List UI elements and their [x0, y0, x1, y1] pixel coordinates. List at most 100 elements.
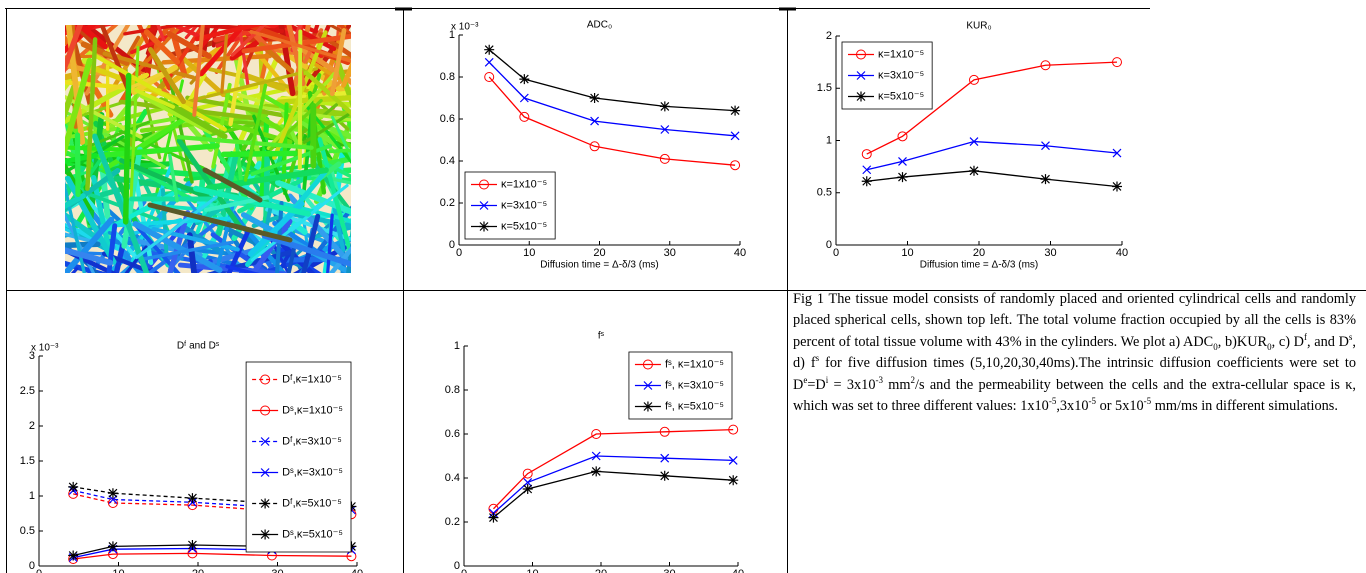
marker-cross [728, 455, 738, 465]
caption-text: , and D [1306, 333, 1349, 350]
marker [260, 437, 270, 446]
caption-text: = 3x10 [828, 376, 876, 393]
cylinder [330, 115, 351, 161]
series-line [866, 61, 1118, 155]
cylinder [241, 33, 351, 54]
marker-cross [730, 131, 740, 141]
cylinder [339, 271, 351, 273]
marker-cross [898, 156, 907, 166]
x-tick-label: 20 [593, 247, 605, 259]
marker [107, 488, 118, 499]
caption-text: , c) D [1271, 333, 1304, 350]
marker [107, 498, 118, 508]
cylinder [243, 83, 268, 182]
marker [856, 71, 866, 80]
cylinder [90, 174, 112, 254]
marker [730, 105, 741, 116]
cylinder [119, 158, 218, 203]
y-tick-label: 0 [29, 560, 35, 572]
legend: κ=1x10⁻⁵ κ=3x10⁻⁵ κ=5x10⁻⁵ [464, 171, 556, 240]
legend-label: κ=1x10⁻⁵ [878, 48, 924, 60]
legend-label: Dᶠ,κ=5x10⁻⁵ [282, 497, 342, 509]
cylinder [322, 71, 351, 96]
marker [68, 481, 79, 492]
marker-plus [68, 481, 79, 492]
marker [642, 401, 653, 412]
y-tick-label: 1 [29, 490, 35, 502]
y-tick-label: 1 [449, 29, 455, 41]
marker-plus [861, 176, 872, 187]
caption-sub: 0 [1267, 341, 1272, 352]
cylinder [134, 195, 218, 260]
y-tick-label: 0 [454, 560, 460, 572]
cylinder [65, 216, 115, 273]
legend-label: Dᶠ,κ=1x10⁻⁵ [282, 373, 342, 385]
legend-label: Dˢ,κ=5x10⁻⁵ [282, 528, 343, 540]
caption-text: ,3x10 [1056, 398, 1089, 415]
marker [519, 93, 529, 103]
marker [591, 451, 601, 461]
marker [260, 529, 271, 540]
cylinder [85, 37, 98, 191]
marker-cross [260, 437, 270, 446]
x-tick-label: 0 [456, 247, 462, 259]
marker-circle [861, 149, 872, 160]
series-line [492, 428, 734, 510]
marker-circle [968, 74, 979, 85]
marker-circle [728, 424, 739, 435]
x-tick-label: 40 [1116, 247, 1128, 259]
marker-plus [260, 529, 271, 540]
marker [968, 74, 979, 85]
cylinder [198, 25, 222, 51]
cylinder [184, 25, 200, 40]
marker-plus [1111, 181, 1122, 192]
legend: Dᶠ,κ=1x10⁻⁵ Dˢ,κ=1x10⁻⁵ Dᶠ,κ=3x10⁻⁵ Dˢ,κ=3x… [245, 361, 352, 553]
cylinder [250, 183, 349, 262]
cylinder [130, 25, 199, 55]
cylinder [237, 174, 312, 214]
marker-circle [856, 49, 866, 60]
marker-circle [1040, 60, 1051, 71]
caption-sup: 2 [910, 374, 916, 385]
cylinder [249, 29, 351, 63]
cylinder [237, 25, 250, 87]
cylinder [143, 29, 181, 65]
x-tick-label: 0 [461, 568, 467, 573]
legend-label: κ=5x10⁻⁵ [878, 90, 924, 102]
marker-circle [484, 72, 495, 82]
cylinder [349, 227, 351, 239]
x-tick-label: 30 [663, 568, 675, 573]
cylinder [65, 62, 108, 77]
y-tick-label: 2.5 [20, 385, 35, 397]
cylinder [65, 84, 77, 122]
x-tick-label: 10 [523, 247, 535, 259]
cylinder [328, 148, 351, 154]
marker [659, 101, 670, 112]
x-tick-label: 10 [526, 568, 538, 573]
y-tick-label: 0.6 [440, 113, 455, 125]
marker-circle [107, 498, 118, 508]
marker-plus [730, 105, 741, 116]
marker [1112, 148, 1122, 158]
cylinder [199, 25, 247, 77]
cylinder [132, 220, 223, 273]
cylinder [333, 54, 351, 108]
cylinder [134, 88, 176, 109]
legend: fˢ, κ=1x10⁻⁵ fˢ, κ=3x10⁻⁵ fˢ, κ=5x10⁻⁵ [628, 351, 733, 420]
cylinder [303, 103, 351, 164]
marker-cross [969, 137, 979, 146]
chart: 00.511.522.53010203040Dᶠ and Dˢx 10⁻³Dif… [20, 341, 363, 573]
marker-plus [1040, 174, 1051, 185]
marker-cross [591, 451, 601, 461]
cylinder [265, 197, 351, 223]
x-tick-label: 30 [664, 247, 676, 259]
x-tick-label: 10 [901, 247, 913, 259]
cylinder [123, 25, 189, 36]
marker [1111, 181, 1122, 192]
marker-plus [897, 172, 908, 183]
series-line [488, 76, 736, 166]
marker [1111, 57, 1122, 68]
cylinder [186, 232, 198, 273]
marker [897, 131, 908, 142]
